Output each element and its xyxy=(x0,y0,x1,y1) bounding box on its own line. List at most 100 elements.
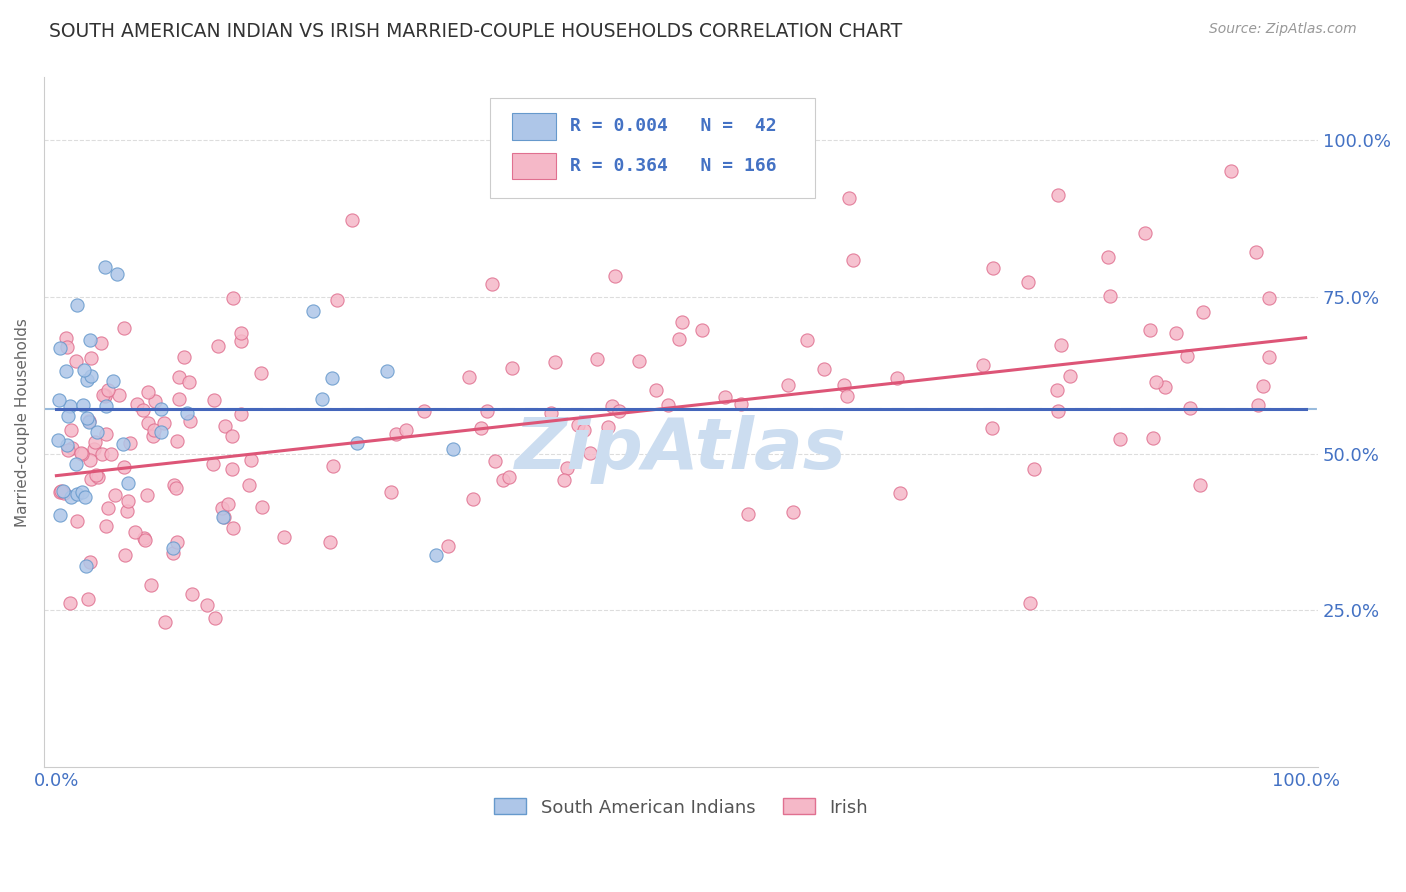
Point xyxy=(56,438,79,452)
Point xyxy=(1220,163,1243,178)
Point xyxy=(481,277,503,292)
Point xyxy=(59,399,82,413)
Point xyxy=(501,361,523,376)
Point xyxy=(97,383,120,397)
Point xyxy=(79,453,101,467)
Point xyxy=(211,501,233,516)
Point xyxy=(150,425,173,439)
Point xyxy=(889,485,911,500)
Point xyxy=(79,333,101,347)
Point xyxy=(94,388,117,402)
Point xyxy=(1192,305,1215,319)
Point xyxy=(321,370,343,384)
Point xyxy=(832,377,855,392)
Point xyxy=(83,442,105,456)
Point xyxy=(72,398,94,412)
Point xyxy=(1189,478,1212,492)
Point xyxy=(48,392,70,407)
Point xyxy=(737,508,759,522)
Point xyxy=(65,354,87,368)
Point xyxy=(132,402,155,417)
Point xyxy=(1142,432,1164,446)
Point xyxy=(60,441,83,455)
Text: ZipAtlas: ZipAtlas xyxy=(515,416,846,484)
Point xyxy=(207,339,229,353)
FancyBboxPatch shape xyxy=(512,153,557,178)
Point xyxy=(607,404,630,418)
Point xyxy=(981,420,1004,434)
Point xyxy=(778,377,800,392)
Point xyxy=(671,315,693,329)
Point xyxy=(838,191,860,205)
Point xyxy=(105,267,128,281)
Point xyxy=(1133,226,1156,240)
Point xyxy=(165,481,187,495)
Point xyxy=(101,374,124,388)
Point xyxy=(153,615,176,629)
Point xyxy=(1164,326,1187,341)
Point xyxy=(491,473,513,487)
Point xyxy=(173,350,195,364)
Point xyxy=(176,405,198,419)
Point xyxy=(104,488,127,502)
Point xyxy=(117,475,139,490)
Point xyxy=(52,484,75,499)
Point xyxy=(972,358,994,372)
Point xyxy=(498,469,520,483)
Point xyxy=(1178,401,1201,415)
Point xyxy=(150,402,173,417)
Point xyxy=(55,340,77,354)
Point xyxy=(93,260,115,275)
Point xyxy=(76,373,98,387)
Point xyxy=(375,364,398,378)
Legend: South American Indians, Irish: South American Indians, Irish xyxy=(486,791,876,824)
Point xyxy=(221,521,243,535)
Point xyxy=(627,353,650,368)
Point xyxy=(141,577,163,591)
Point xyxy=(55,364,77,378)
Point xyxy=(163,478,186,492)
Point xyxy=(202,457,225,471)
Point xyxy=(80,472,103,486)
Point xyxy=(730,397,752,411)
Point xyxy=(132,531,155,545)
Point xyxy=(46,433,69,447)
Point xyxy=(250,366,273,380)
Point xyxy=(87,470,110,484)
Point xyxy=(112,460,135,475)
Point xyxy=(177,375,200,389)
Point xyxy=(48,341,70,355)
Point xyxy=(94,388,117,402)
Point xyxy=(1097,251,1119,265)
Point xyxy=(70,484,93,499)
Point xyxy=(796,334,818,348)
Point xyxy=(1050,338,1073,352)
Point xyxy=(239,453,262,467)
Point xyxy=(596,419,619,434)
Point xyxy=(470,421,492,435)
Point xyxy=(73,490,96,504)
Point xyxy=(136,416,159,430)
Point xyxy=(75,559,97,574)
Point xyxy=(152,417,174,431)
Point xyxy=(118,435,141,450)
Point xyxy=(136,384,159,399)
Point xyxy=(567,418,589,433)
Point xyxy=(1022,462,1045,476)
Point xyxy=(96,519,118,533)
Point xyxy=(458,370,481,384)
Point xyxy=(100,447,122,461)
Point xyxy=(714,390,737,404)
Point xyxy=(59,423,82,437)
Point xyxy=(346,435,368,450)
Point xyxy=(56,443,79,458)
Point xyxy=(782,505,804,519)
Point xyxy=(142,429,165,443)
Point xyxy=(1244,245,1267,260)
Point xyxy=(93,388,115,402)
Point xyxy=(60,491,83,505)
Point xyxy=(76,591,98,606)
Point xyxy=(115,504,138,518)
Point xyxy=(841,252,863,267)
Point xyxy=(195,599,218,613)
